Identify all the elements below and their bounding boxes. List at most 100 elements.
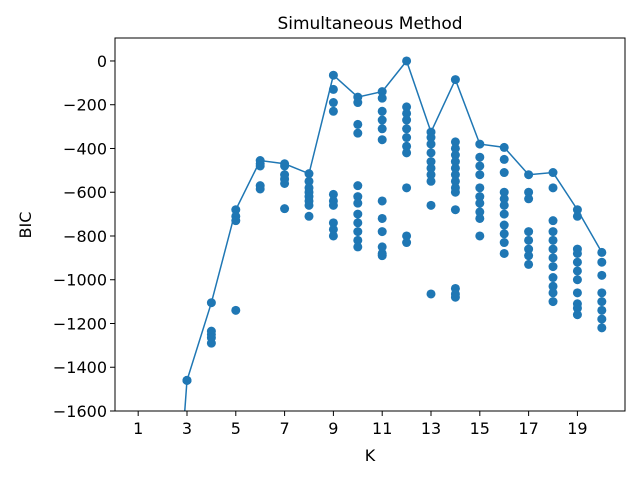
point	[572, 266, 582, 276]
point	[402, 115, 412, 125]
point	[524, 259, 534, 269]
point	[231, 216, 241, 226]
x-tick-label: 19	[567, 419, 587, 438]
point	[475, 198, 485, 208]
point	[450, 163, 460, 173]
y-tick-label: −1600	[53, 402, 107, 421]
y-tick-label: 0	[97, 52, 107, 71]
point	[450, 205, 460, 215]
point	[475, 231, 485, 241]
point	[328, 218, 338, 228]
point	[328, 84, 338, 94]
point	[328, 98, 338, 108]
point	[353, 128, 363, 138]
point	[548, 253, 558, 263]
point	[377, 196, 387, 206]
point	[548, 227, 558, 237]
x-tick-label: 13	[421, 419, 441, 438]
point	[450, 150, 460, 160]
point	[475, 213, 485, 223]
point	[402, 231, 412, 241]
point	[524, 187, 534, 197]
point	[524, 244, 534, 254]
y-axis-label: BIC	[16, 212, 35, 239]
y-tick-label: −400	[63, 139, 107, 158]
x-tick-label: 1	[133, 419, 143, 438]
chart-title: Simultaneous Method	[277, 14, 462, 34]
point	[499, 238, 509, 248]
point	[353, 242, 363, 252]
point	[402, 133, 412, 143]
point	[328, 106, 338, 116]
point	[499, 154, 509, 164]
point	[450, 137, 460, 147]
point	[304, 176, 314, 186]
point	[499, 200, 509, 210]
point	[548, 262, 558, 272]
point	[597, 247, 607, 257]
point	[450, 176, 460, 186]
point	[231, 205, 241, 215]
point	[450, 143, 460, 153]
point	[377, 251, 387, 261]
point	[450, 170, 460, 180]
point	[426, 139, 436, 149]
point	[353, 192, 363, 202]
point	[353, 209, 363, 219]
point	[548, 297, 558, 307]
point	[255, 184, 265, 194]
point	[475, 161, 485, 171]
point	[426, 200, 436, 210]
point	[548, 216, 558, 226]
point	[426, 170, 436, 180]
point	[499, 168, 509, 178]
point	[548, 235, 558, 245]
point	[499, 187, 509, 197]
point	[475, 152, 485, 162]
point	[377, 124, 387, 134]
x-tick-label: 5	[231, 419, 241, 438]
point	[572, 310, 582, 320]
point	[572, 248, 582, 258]
y-tick-label: −1200	[53, 314, 107, 333]
y-tick-label: −1400	[53, 358, 107, 377]
point	[328, 231, 338, 241]
plot-area	[182, 56, 607, 411]
axes-frame	[114, 37, 626, 412]
point	[377, 115, 387, 125]
point	[499, 142, 509, 152]
point	[475, 139, 485, 149]
point	[353, 198, 363, 208]
point	[499, 248, 509, 258]
point	[572, 257, 582, 267]
point	[597, 257, 607, 267]
point	[328, 200, 338, 210]
point	[426, 163, 436, 173]
point	[182, 375, 192, 385]
point	[524, 235, 534, 245]
point	[426, 289, 436, 299]
point	[402, 148, 412, 158]
point	[280, 161, 290, 171]
point	[206, 298, 216, 308]
y-tick-label: −600	[63, 183, 107, 202]
point	[548, 244, 558, 254]
point	[402, 124, 412, 134]
point	[572, 275, 582, 285]
point	[450, 157, 460, 167]
point	[597, 305, 607, 315]
point	[499, 209, 509, 219]
point	[572, 211, 582, 221]
point	[377, 213, 387, 223]
point	[377, 106, 387, 116]
point	[450, 187, 460, 197]
x-tick-label: 17	[518, 419, 538, 438]
point	[450, 292, 460, 302]
point	[304, 200, 314, 210]
point	[524, 170, 534, 180]
point	[548, 168, 558, 178]
point	[426, 148, 436, 158]
point	[597, 314, 607, 324]
line	[184, 59, 603, 411]
y-tick-label: −200	[63, 96, 107, 115]
